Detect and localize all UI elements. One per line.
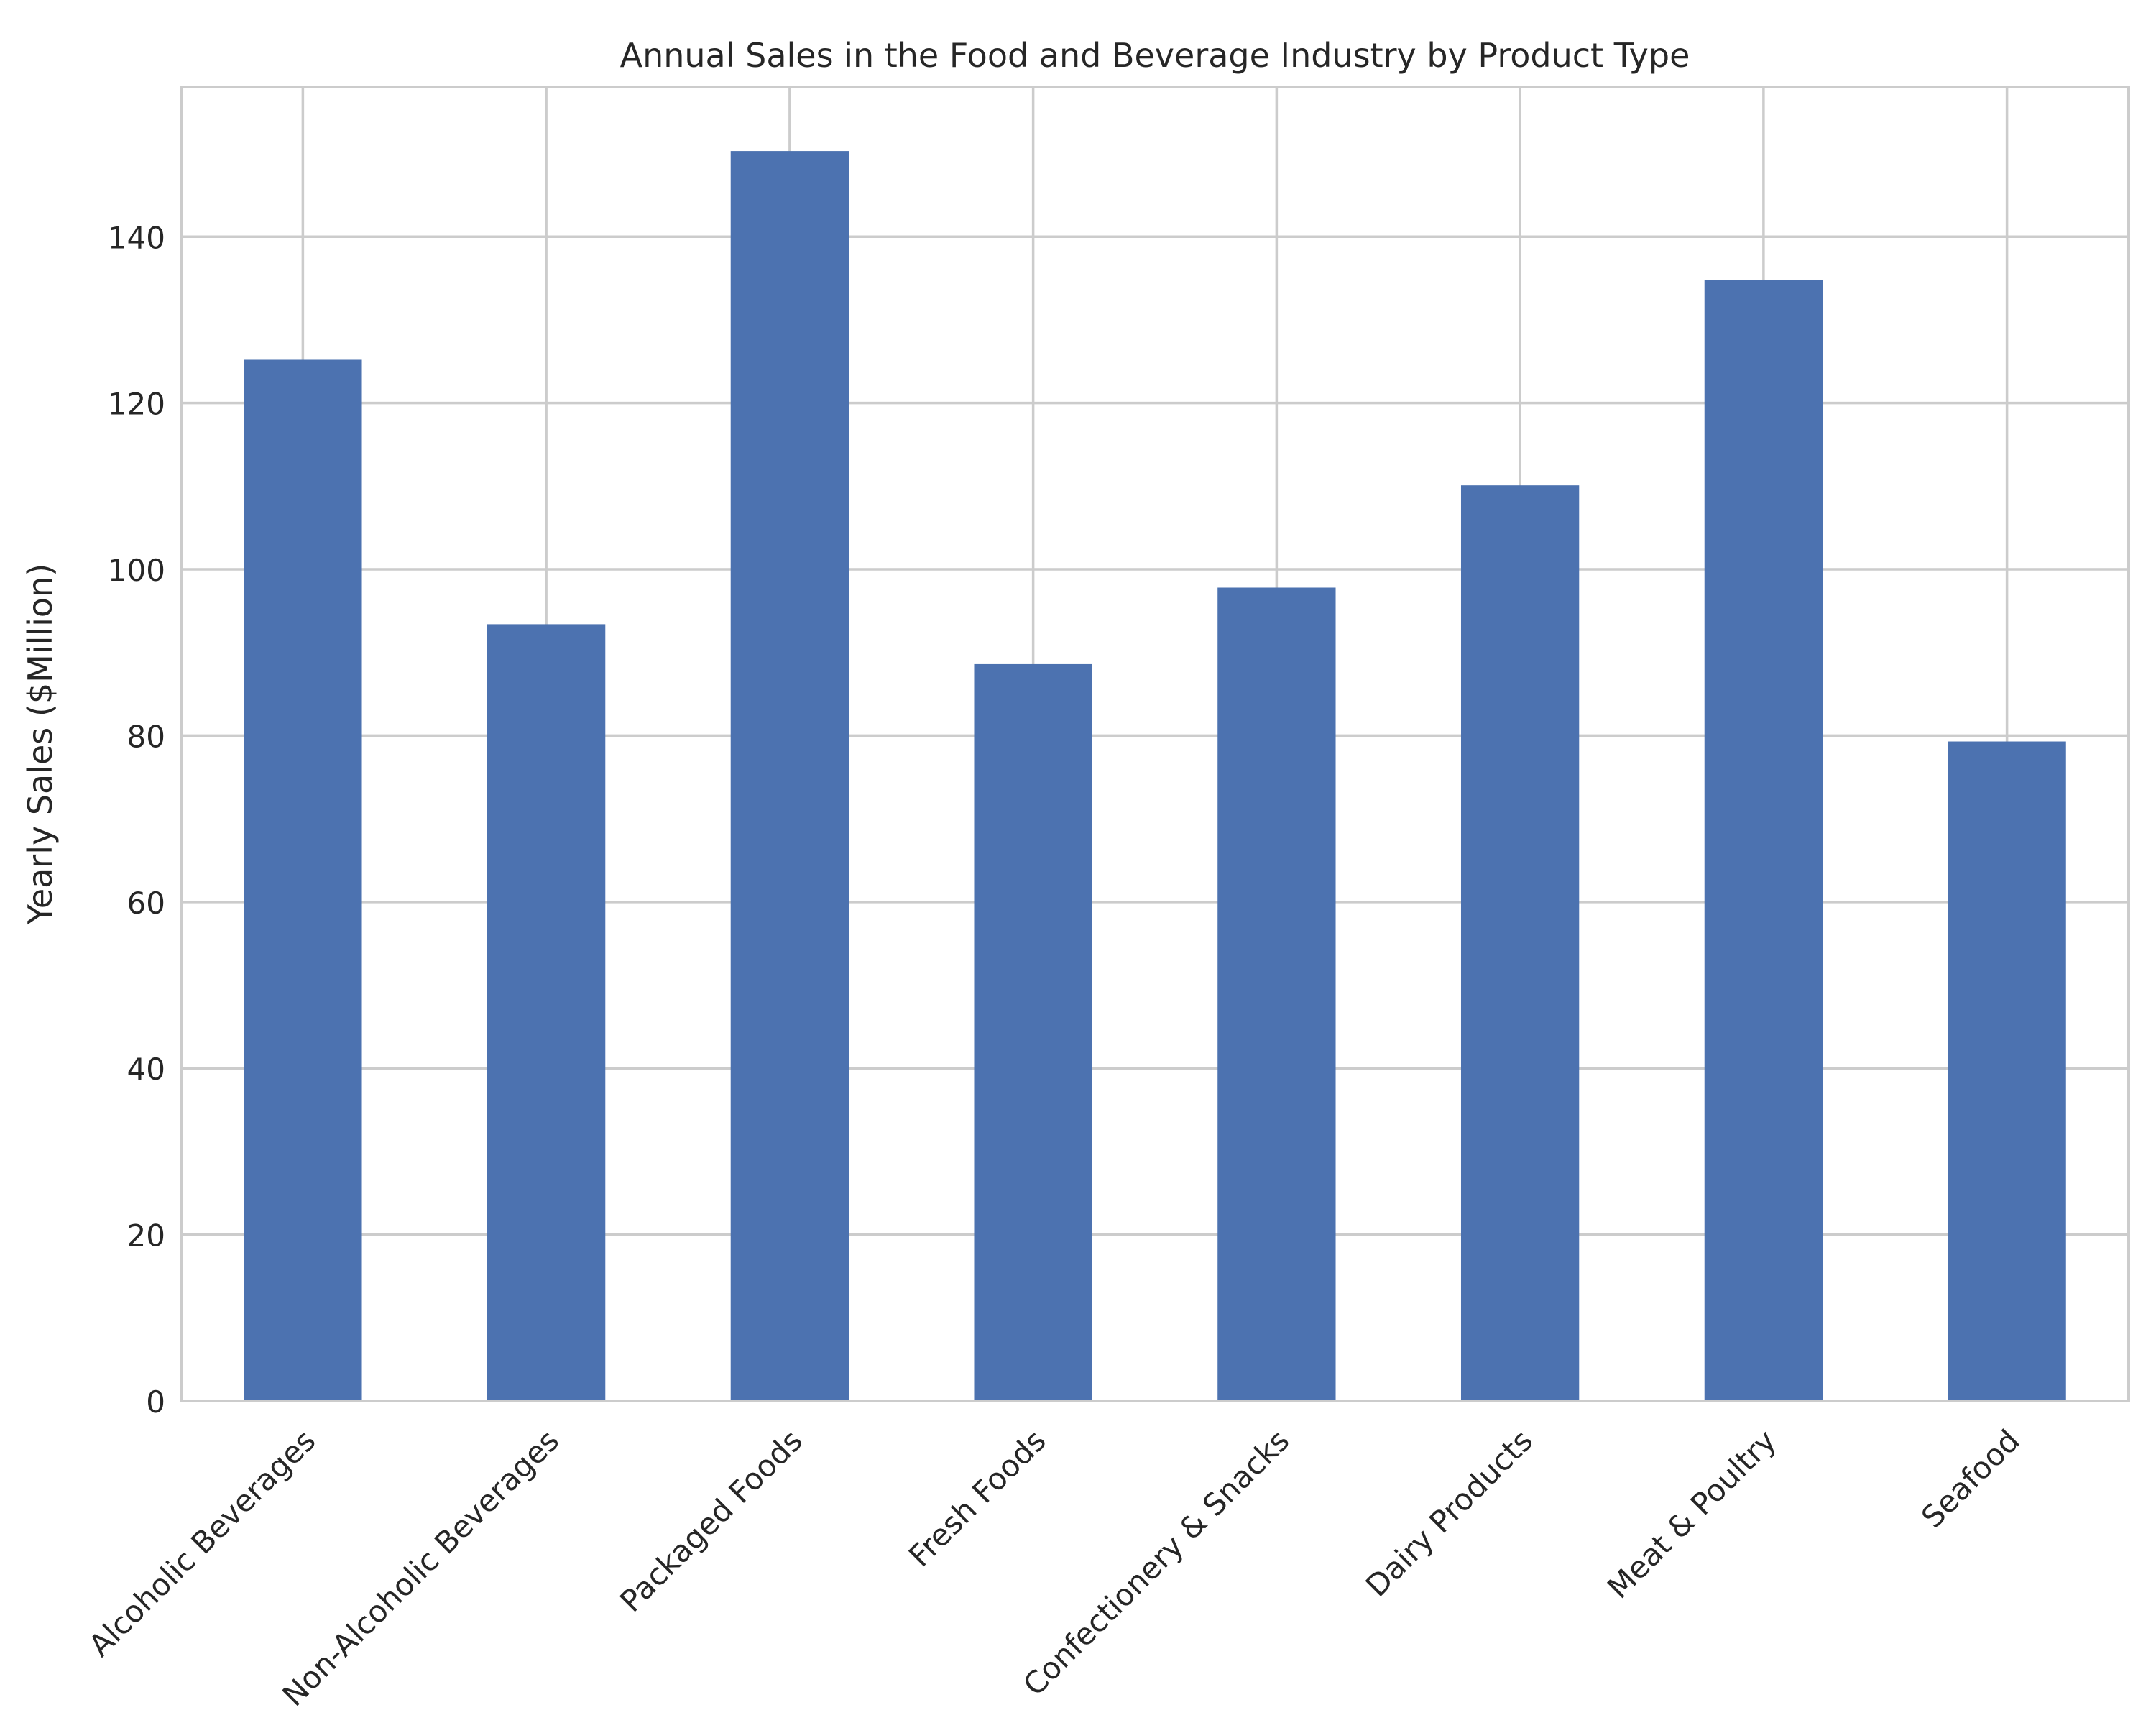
y-tick-label: 40 — [127, 1052, 165, 1087]
bar — [730, 151, 849, 1402]
y-tick-label: 80 — [127, 719, 165, 754]
chart-title: Annual Sales in the Food and Beverage In… — [620, 36, 1690, 75]
bar — [1460, 485, 1580, 1401]
y-tick-label: 60 — [127, 886, 165, 921]
axes-frame — [180, 86, 2130, 1402]
y-tick-label: 0 — [146, 1384, 165, 1420]
y-axis-label: Yearly Sales ($Million) — [21, 564, 60, 925]
bar — [1217, 587, 1336, 1401]
bar — [974, 663, 1092, 1401]
y-tick-label: 120 — [108, 387, 165, 422]
y-tick-labels: 0 20 40 60 80 100 120 140 — [108, 220, 165, 1420]
bar — [1948, 741, 2066, 1401]
bar — [244, 359, 362, 1402]
y-tick-label: 20 — [127, 1218, 165, 1254]
bar-layer — [244, 151, 2066, 1402]
bar — [487, 624, 606, 1401]
bar — [1704, 280, 1823, 1402]
y-tick-label: 140 — [108, 220, 165, 255]
y-tick-label: 100 — [108, 553, 165, 588]
